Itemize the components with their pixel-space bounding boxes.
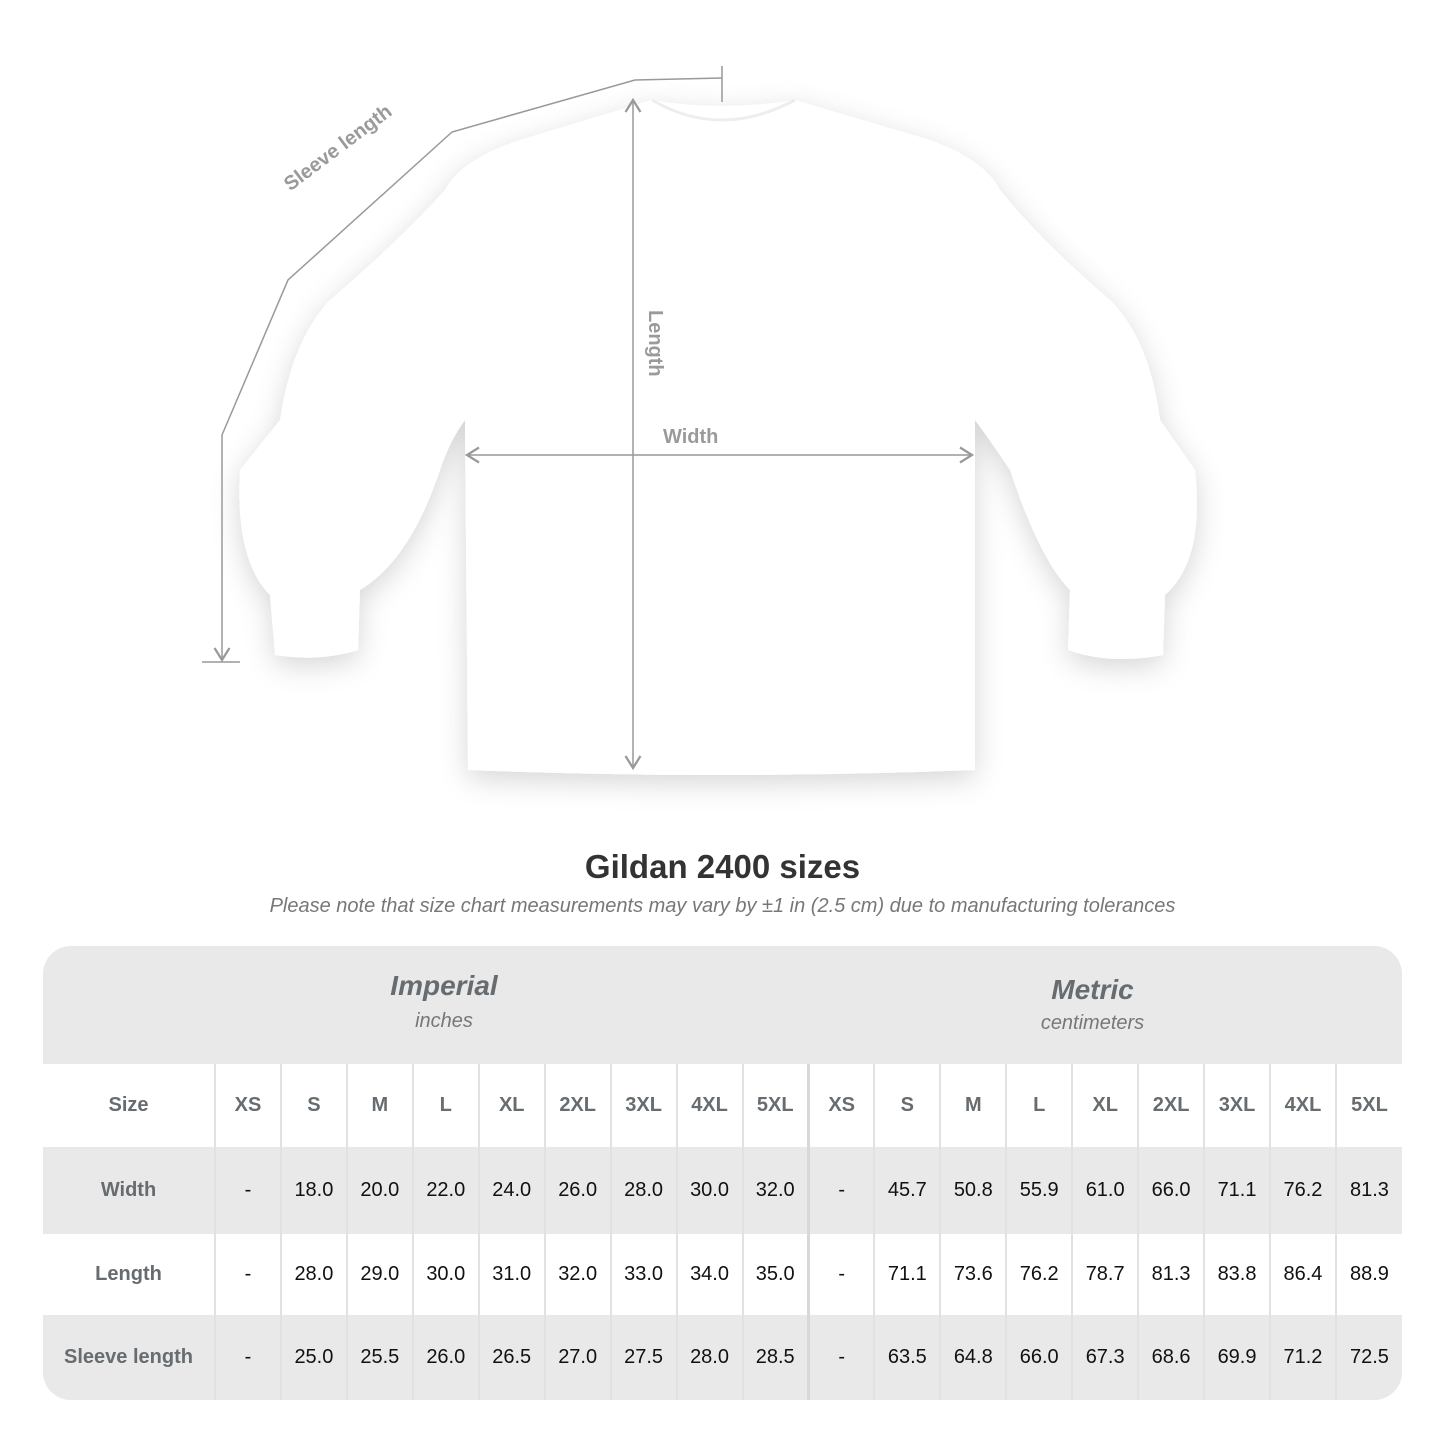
imperial-title: Imperial <box>390 970 498 1001</box>
width-label: Width <box>663 426 719 448</box>
imperial-value: - <box>214 1147 281 1234</box>
metric-unit: centimeters <box>1040 1012 1145 1034</box>
imperial-size-s: S <box>279 1064 347 1147</box>
imperial-value: 20.0 <box>345 1147 413 1234</box>
page-title: Gildan 2400 sizes <box>584 848 861 885</box>
metric-size-5xl: 5XL <box>1334 1064 1402 1147</box>
imperial-size-4xl: 4XL <box>675 1064 743 1147</box>
imperial-value: 32.0 <box>543 1234 611 1315</box>
metric-value: 55.9 <box>1005 1147 1073 1234</box>
table-row: Length -28.0 29.0 30.0 31.0 32.0 33.0 34.0 35.0-… <box>43 1234 1402 1315</box>
imperial-value: 22.0 <box>411 1147 479 1234</box>
measurement-lines <box>202 66 975 771</box>
metric-title: Metric <box>1051 974 1134 1005</box>
metric-value: 71.1 <box>1203 1147 1270 1234</box>
metric-value: 83.8 <box>1203 1234 1270 1315</box>
imperial-value: - <box>214 1234 281 1315</box>
metric-value: 68.6 <box>1137 1315 1205 1400</box>
imperial-value: 26.5 <box>477 1315 545 1400</box>
metric-value: 81.3 <box>1334 1147 1402 1234</box>
long-sleeve-shirt-illustration <box>202 66 1197 775</box>
imperial-value: 32.0 <box>741 1147 809 1234</box>
metric-size-xs: XS <box>806 1064 875 1147</box>
metric-value: 86.4 <box>1269 1234 1336 1315</box>
imperial-size-3xl: 3XL <box>609 1064 677 1147</box>
row-label: Length <box>95 1263 162 1285</box>
metric-value: 71.1 <box>873 1234 941 1315</box>
metric-value: 69.9 <box>1203 1315 1270 1400</box>
size-label: Size <box>108 1094 149 1116</box>
length-label: Length <box>644 310 666 377</box>
metric-value: 76.2 <box>1005 1234 1073 1315</box>
imperial-value: 30.0 <box>411 1234 479 1315</box>
imperial-value: 27.0 <box>543 1315 611 1400</box>
shirt-diagram: Sleeve length Length Width <box>202 66 1197 775</box>
size-table: Imperial inches Metric centimeters Size X… <box>43 946 1402 1400</box>
metric-size-s: S <box>873 1064 941 1147</box>
imperial-value: 31.0 <box>477 1234 545 1315</box>
size-grid: Size XS S M L XL 2XL 3XL 4XL 5XL XS S M L XL 2XL 3XL 4XL 5… <box>43 1064 1402 1400</box>
imperial-value: 24.0 <box>477 1147 545 1234</box>
imperial-value: 26.0 <box>543 1147 611 1234</box>
metric-size-2xl: 2XL <box>1137 1064 1205 1147</box>
metric-value: 76.2 <box>1269 1147 1336 1234</box>
size-header-row: Size XS S M L XL 2XL 3XL 4XL 5XL XS S M L XL 2XL 3XL 4XL 5… <box>43 1064 1402 1147</box>
metric-value: 50.8 <box>939 1147 1007 1234</box>
imperial-value: 18.0 <box>279 1147 347 1234</box>
imperial-value: 27.5 <box>609 1315 677 1400</box>
metric-header: Metric centimeters <box>809 946 1376 1064</box>
imperial-value: 25.0 <box>279 1315 347 1400</box>
imperial-value: 34.0 <box>675 1234 743 1315</box>
metric-value: 63.5 <box>873 1315 941 1400</box>
imperial-value: 28.0 <box>609 1147 677 1234</box>
imperial-size-2xl: 2XL <box>543 1064 611 1147</box>
imperial-value: 28.0 <box>279 1234 347 1315</box>
imperial-value: - <box>214 1315 281 1400</box>
imperial-size-m: M <box>345 1064 413 1147</box>
tolerance-note: Please note that size chart measurements… <box>269 895 1176 917</box>
imperial-value: 35.0 <box>741 1234 809 1315</box>
imperial-size-l: L <box>411 1064 479 1147</box>
metric-size-xl: XL <box>1071 1064 1139 1147</box>
imperial-value: 33.0 <box>609 1234 677 1315</box>
metric-value: 72.5 <box>1334 1315 1402 1400</box>
imperial-value: 25.5 <box>345 1315 413 1400</box>
metric-value: 61.0 <box>1071 1147 1139 1234</box>
metric-value: - <box>806 1147 875 1234</box>
imperial-value: 28.5 <box>741 1315 809 1400</box>
imperial-unit: inches <box>415 1010 473 1032</box>
imperial-value: 28.0 <box>675 1315 743 1400</box>
metric-value: - <box>806 1234 875 1315</box>
metric-value: 78.7 <box>1071 1234 1139 1315</box>
metric-value: 64.8 <box>939 1315 1007 1400</box>
imperial-size-5xl: 5XL <box>741 1064 809 1147</box>
imperial-value: 29.0 <box>345 1234 413 1315</box>
metric-value: 73.6 <box>939 1234 1007 1315</box>
metric-size-4xl: 4XL <box>1269 1064 1336 1147</box>
metric-value: 66.0 <box>1005 1315 1073 1400</box>
metric-value: 66.0 <box>1137 1147 1205 1234</box>
imperial-size-xs: XS <box>214 1064 281 1147</box>
metric-value: - <box>806 1315 875 1400</box>
imperial-value: 30.0 <box>675 1147 743 1234</box>
table-row: Width -18.0 20.0 22.0 24.0 26.0 28.0 30.0 32.0-4… <box>43 1147 1402 1234</box>
metric-size-l: L <box>1005 1064 1073 1147</box>
imperial-size-xl: XL <box>477 1064 545 1147</box>
metric-size-3xl: 3XL <box>1203 1064 1270 1147</box>
row-label: Width <box>100 1179 157 1201</box>
metric-value: 45.7 <box>873 1147 941 1234</box>
imperial-value: 26.0 <box>411 1315 479 1400</box>
metric-value: 71.2 <box>1269 1315 1336 1400</box>
imperial-header: Imperial inches <box>214 946 674 1064</box>
metric-value: 67.3 <box>1071 1315 1139 1400</box>
metric-value: 88.9 <box>1334 1234 1402 1315</box>
table-row: Sleeve length -25.0 25.5 26.0 26.5 27.0 27.5 28… <box>43 1315 1402 1400</box>
sleeve-length-line <box>213 77 723 663</box>
metric-size-m: M <box>939 1064 1007 1147</box>
shirt-body <box>239 100 1197 775</box>
metric-value: 81.3 <box>1137 1234 1205 1315</box>
row-label: Sleeve length <box>64 1346 193 1368</box>
